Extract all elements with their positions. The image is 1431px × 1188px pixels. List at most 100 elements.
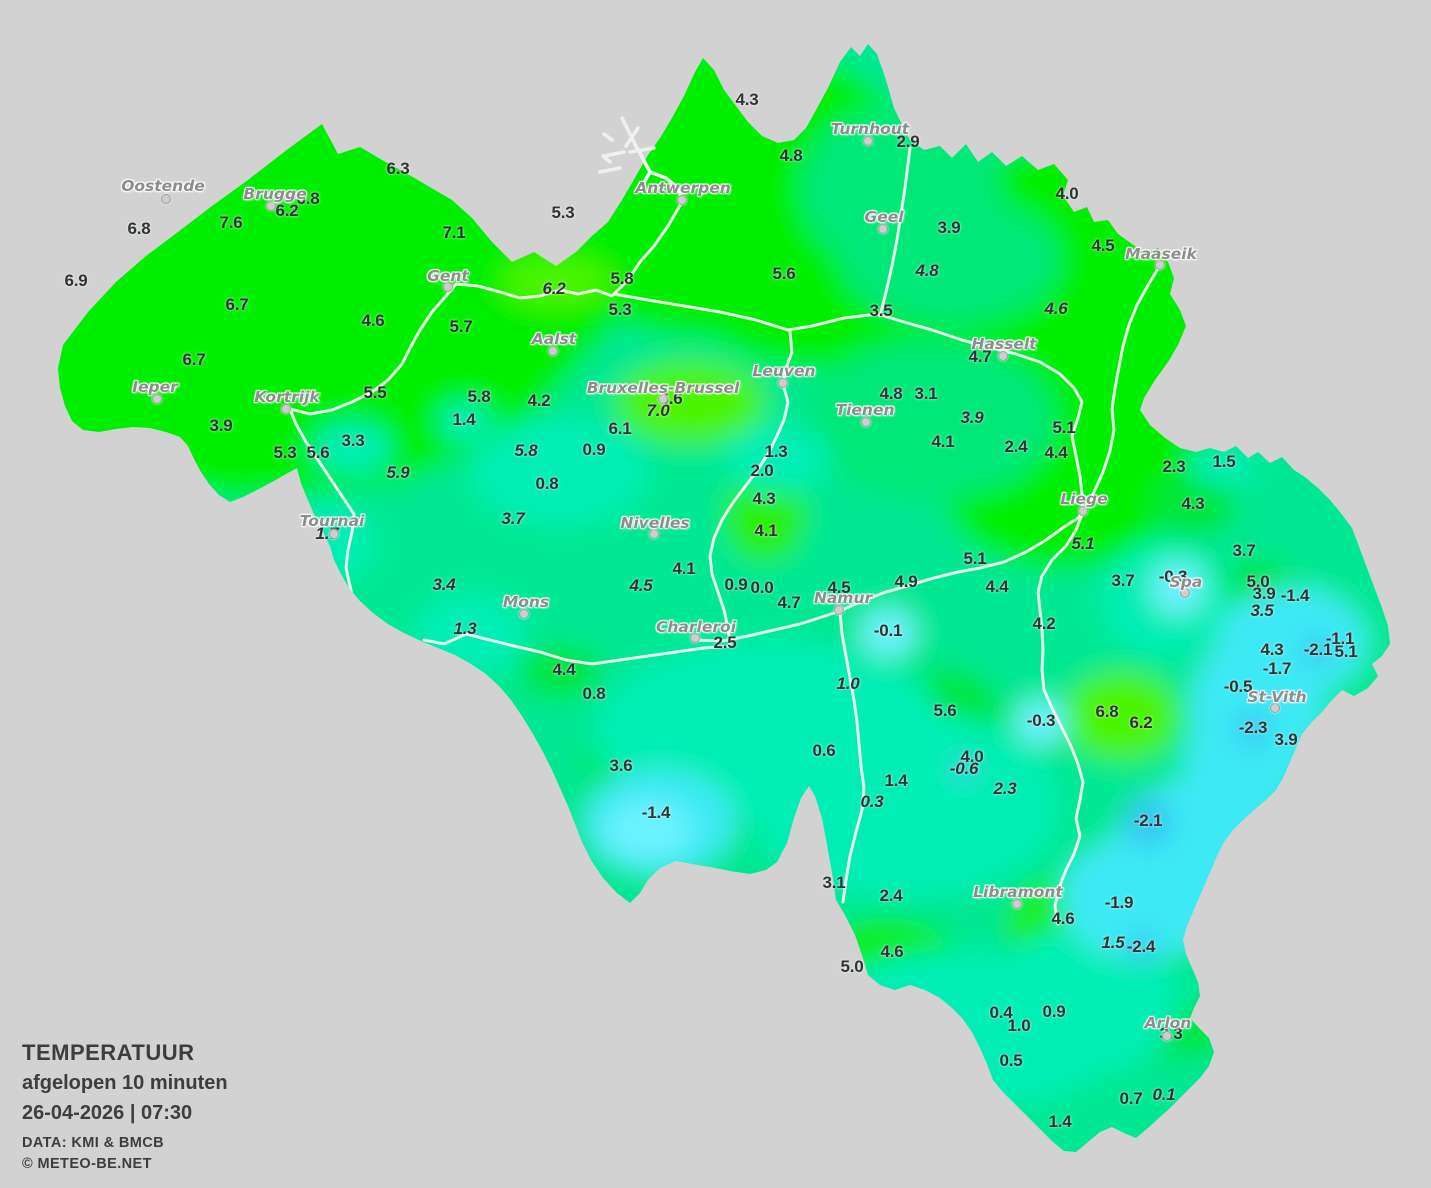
temp-label: -2.3 — [1238, 718, 1268, 737]
city-dot — [658, 394, 668, 404]
temp-label: 5.1 — [1071, 534, 1095, 553]
city-label: Maaseik — [1125, 245, 1197, 263]
temp-label: 1.4 — [452, 410, 476, 429]
temp-label: 4.6 — [880, 942, 904, 961]
temp-label: 4.1 — [754, 521, 778, 540]
temp-label: 4.6 — [361, 311, 385, 330]
temp-label: 3.4 — [432, 575, 456, 594]
city-dot — [690, 633, 700, 643]
temp-label: 6.8 — [1095, 702, 1119, 721]
city-dot — [1162, 1031, 1172, 1041]
temp-label: 3.6 — [609, 756, 633, 775]
city-label: Gent — [427, 267, 469, 285]
temp-label: 3.7 — [1232, 541, 1256, 560]
temp-label: 2.0 — [750, 461, 774, 480]
temp-label: 3.5 — [1250, 601, 1274, 620]
city-label: St-Vith — [1247, 688, 1307, 706]
city-label: Spa — [1169, 573, 1203, 591]
temp-label: 5.5 — [363, 383, 387, 402]
city-label: Hasselt — [971, 335, 1037, 353]
city-label: Namur — [813, 589, 873, 607]
temp-label: 4.3 — [752, 489, 776, 508]
temp-label: 0.9 — [582, 440, 606, 459]
temp-label: 4.2 — [527, 391, 551, 410]
temp-label: 4.0 — [960, 747, 984, 766]
temp-label: 4.1 — [931, 432, 955, 451]
temp-label: 1.0 — [1007, 1016, 1031, 1035]
temp-label: 0.7 — [1119, 1089, 1143, 1108]
temp-label: 5.9 — [386, 463, 410, 482]
temp-label: 3.7 — [501, 509, 525, 528]
city-label: Kortrijk — [254, 388, 320, 406]
temp-label: 3.9 — [960, 408, 984, 427]
temp-label: 5.6 — [933, 701, 957, 720]
temp-label: -1.9 — [1104, 893, 1134, 912]
temp-label: 0.5 — [999, 1051, 1023, 1070]
city-dot — [1155, 260, 1165, 270]
temp-label: 2.5 — [713, 633, 737, 652]
temp-label: 1.5 — [1101, 933, 1125, 952]
map-subtitle: afgelopen 10 minuten — [22, 1072, 228, 1094]
map-data-source: DATA: KMI & BMCB — [22, 1135, 164, 1151]
temp-label: 5.6 — [306, 443, 330, 462]
map-legend-title-block: TEMPERATUUR afgelopen 10 minuten 26-04-2… — [22, 1040, 228, 1172]
temp-label: 4.3 — [1181, 494, 1205, 513]
city-label: Mons — [502, 593, 550, 611]
temp-label: 7.6 — [219, 213, 243, 232]
temp-label: 2.3 — [993, 779, 1017, 798]
city-dot — [878, 224, 888, 234]
temp-label: 4.5 — [1091, 236, 1115, 255]
city-label: Tournai — [299, 512, 365, 530]
city-label: Nivelles — [620, 514, 690, 532]
city-label: Geel — [864, 208, 904, 226]
city-label: Oostende — [121, 177, 205, 195]
temp-label: 0.9 — [724, 575, 748, 594]
city-dot — [834, 605, 844, 615]
city-label: Antwerpen — [635, 179, 731, 197]
temp-label: 6.9 — [64, 271, 88, 290]
temp-label: -1.4 — [641, 803, 671, 822]
temp-label: 6.7 — [182, 350, 206, 369]
temp-label: 4.8 — [879, 384, 903, 403]
temp-label: 2.3 — [1162, 457, 1186, 476]
city-label: Liege — [1060, 490, 1108, 508]
city-dot — [1078, 506, 1088, 516]
city-dot — [998, 351, 1008, 361]
temp-label: 4.6 — [1044, 299, 1068, 318]
temp-label: 6.2 — [1129, 713, 1153, 732]
temp-label: 4.8 — [779, 146, 803, 165]
temp-label: 1.3 — [453, 619, 477, 638]
temp-label: 3.7 — [1111, 571, 1135, 590]
temp-label: 4.2 — [1032, 614, 1056, 633]
temp-label: 6.2 — [275, 201, 299, 220]
temp-label: 4.3 — [735, 90, 759, 109]
city-label: Tienen — [835, 401, 895, 419]
temp-label: 5.8 — [467, 387, 491, 406]
city-label: Aalst — [531, 330, 577, 348]
city-label: Bruxelles-Brussel — [586, 379, 740, 397]
city-label: Ieper — [132, 378, 178, 396]
city-dot — [649, 529, 659, 539]
temp-label: 2.9 — [896, 132, 920, 151]
city-dot — [519, 609, 529, 619]
temp-label: -1.1 — [1325, 629, 1355, 648]
temp-label: 4.0 — [1055, 184, 1079, 203]
temp-label: 4.9 — [894, 572, 918, 591]
temp-label: -2.4 — [1126, 937, 1156, 956]
temp-label: 6.2 — [542, 279, 566, 298]
temp-label: 5.1 — [1052, 418, 1076, 437]
temp-label: -0.3 — [1158, 567, 1188, 586]
temp-label: 1.4 — [884, 771, 908, 790]
temp-label: 0.4 — [989, 1003, 1013, 1022]
temp-label: 5.6 — [772, 264, 796, 283]
temp-label: 6.3 — [386, 159, 410, 178]
map-datetime: 26-04-2026 | 07:30 — [22, 1102, 193, 1124]
temp-label: -1.4 — [1280, 586, 1310, 605]
temp-label: 0.0 — [750, 578, 774, 597]
city-dot — [266, 201, 276, 211]
temp-label: 3.5 — [869, 301, 893, 320]
temp-label: -0.3 — [1026, 711, 1056, 730]
map-title: TEMPERATUUR — [22, 1040, 195, 1065]
map-copyright: © METEO-BE.NET — [22, 1156, 152, 1172]
